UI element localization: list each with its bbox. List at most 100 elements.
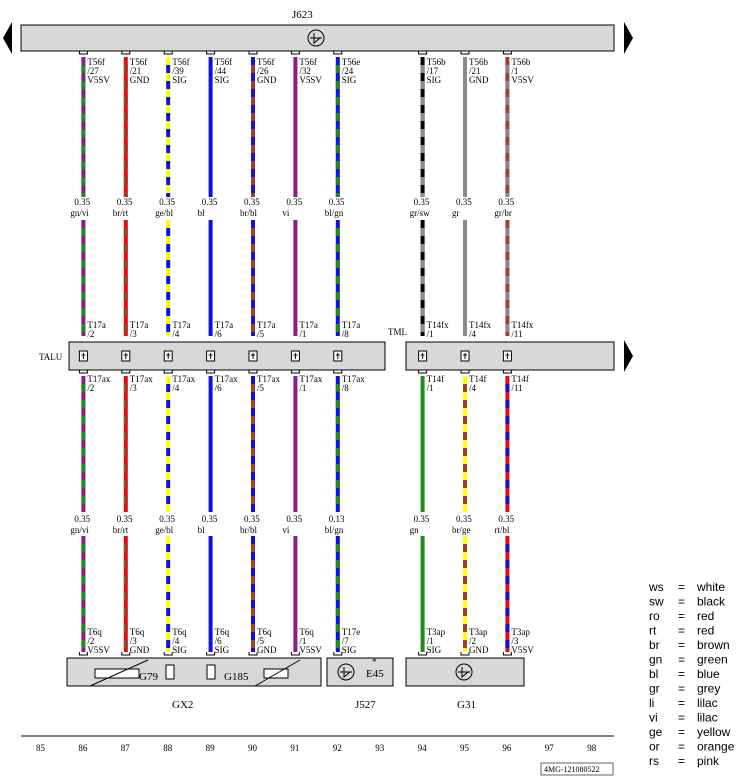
arrow-right-icon[interactable] — [624, 22, 633, 54]
top-pin-connector: T56f — [172, 57, 190, 67]
legend-color-name: lilac — [697, 696, 718, 710]
legend-code: li — [649, 696, 654, 710]
top-pin-connector: T56b — [469, 57, 488, 67]
pin-contact — [290, 370, 300, 374]
bottom-pin-signal: GND — [130, 645, 150, 655]
wire-lower-segment — [293, 536, 298, 652]
bottom-pin-number: /6 — [215, 636, 223, 646]
bottom-pin-number: /5 — [257, 636, 265, 646]
wire-gauge: 0.35 — [159, 197, 175, 207]
legend-equals: = — [678, 595, 685, 609]
legend-row: or = orange — [649, 740, 735, 754]
legend-row: bl = blue — [649, 667, 720, 681]
gx2-component: G79 G185 GX2 — [66, 657, 322, 711]
top-pin-connector: T56e — [342, 57, 361, 67]
wire-color-code: bl — [198, 208, 206, 218]
mid-pin-connector: T17a — [130, 320, 149, 330]
bottom-pin-signal: SIG — [215, 645, 230, 655]
wire-color-code: gr/sw — [410, 208, 431, 218]
top-pin-number: /39 — [172, 66, 184, 76]
legend-equals: = — [678, 653, 685, 667]
legend-row: gr = grey — [649, 682, 720, 696]
column-number: 94 — [418, 743, 428, 753]
low-pin-connector: T14f — [469, 374, 487, 384]
legend-equals: = — [678, 667, 685, 681]
bottom-pin-signal: GND — [469, 645, 489, 655]
top-pin-number: /21 — [469, 66, 481, 76]
low-pin-connector: T17ax — [342, 374, 365, 384]
wire-upper-segment — [505, 220, 510, 336]
mid-pin-connector: T14fx — [469, 320, 491, 330]
j623-module: J623 — [20, 9, 615, 52]
arrow-left-icon[interactable] — [3, 22, 12, 54]
pin-contact — [206, 370, 216, 374]
legend-row: li = lilac — [649, 696, 718, 710]
wire-lower-segment — [208, 536, 213, 652]
arrow-right-icon[interactable] — [624, 340, 633, 372]
pin-contact — [333, 51, 343, 55]
bottom-pin-connector: T3ap — [469, 627, 488, 637]
wire-color-code: vi — [282, 208, 290, 218]
top-pin-connector: T56f — [299, 57, 317, 67]
wire-upper-segment — [293, 57, 298, 197]
top-pin-signal: SIG — [427, 75, 442, 85]
mid-pin-connector: T17a — [172, 320, 191, 330]
mid-pin-connector: T14fx — [427, 320, 449, 330]
wire-upper-segment — [420, 220, 425, 336]
legend-equals: = — [678, 580, 685, 594]
legend-color-name: grey — [697, 682, 720, 696]
legend-row: ws = white — [648, 580, 725, 594]
top-pin-number: /26 — [257, 66, 269, 76]
bottom-pin-signal: SIG — [427, 645, 442, 655]
legend-code: ro — [649, 609, 660, 623]
column-number: 89 — [206, 743, 216, 753]
legend-code: bl — [649, 667, 658, 681]
wire-color-code: gr/br — [494, 208, 512, 218]
mid-pin-connector: T17a — [257, 320, 276, 330]
pin-contact — [206, 51, 216, 55]
bottom-pin-connector: T17e — [342, 627, 361, 637]
legend-code: ge — [649, 725, 663, 739]
wire-gauge: 0.35 — [74, 197, 90, 207]
wire-upper-segment — [123, 57, 128, 197]
wire-col-95: T56b/21GND0.35grT14fx/4T14f/40.35br/geT3… — [452, 51, 491, 656]
wire-color-code: rt/bl — [494, 525, 509, 535]
low-pin-number: /4 — [172, 383, 180, 393]
pin-contact — [502, 652, 512, 656]
connector-icon — [502, 350, 512, 362]
g31-label: G31 — [457, 699, 476, 711]
wire-col-91: T56f/32V5SV0.35viT17a/1T17ax/10.35viT6q/… — [282, 51, 323, 656]
e45-label: E45 — [366, 668, 384, 680]
wire-lower-segment — [123, 376, 128, 512]
mid-pin-number: /2 — [87, 329, 94, 339]
wire-gauge: 0.35 — [498, 514, 514, 524]
wire-color-code: gn/vi — [70, 208, 89, 218]
wire-gauge: 0.35 — [74, 514, 90, 524]
wires: T56f/27V5SV0.35gn/viT17a/2T17ax/20.35gn/… — [70, 51, 534, 656]
pin-contact — [121, 51, 131, 55]
wire-upper-segment — [293, 220, 298, 336]
column-number: 92 — [333, 743, 342, 753]
wire-color-code: br/bl — [240, 208, 257, 218]
legend-color-name: yellow — [697, 725, 731, 739]
legend-color-name: orange — [697, 740, 735, 754]
bottom-pin-signal: GND — [257, 645, 277, 655]
wire-col-87: T56f/21GND0.35br/rtT17a/3T17ax/30.35br/r… — [113, 51, 153, 656]
top-pin-connector: T56f — [257, 57, 275, 67]
connector-icon — [248, 350, 258, 362]
wire-upper-segment — [208, 220, 213, 336]
legend-equals: = — [678, 638, 685, 652]
wire-gauge: 0.35 — [286, 514, 302, 524]
column-number: 93 — [375, 743, 385, 753]
top-pin-connector: T56f — [215, 57, 233, 67]
bottom-pin-number: /2 — [469, 636, 476, 646]
legend-equals: = — [678, 711, 685, 725]
bottom-pin-signal: V5SV — [511, 645, 534, 655]
bottom-pin-connector: T6q — [299, 627, 314, 637]
wire-lower-segment — [293, 376, 298, 512]
wire-col-96: T56b/1V5SV0.35gr/brT14fx/11T14f/110.35rt… — [494, 51, 534, 656]
connector-icon — [333, 350, 343, 362]
pin-contact — [206, 652, 216, 656]
low-pin-number: /1 — [427, 383, 434, 393]
